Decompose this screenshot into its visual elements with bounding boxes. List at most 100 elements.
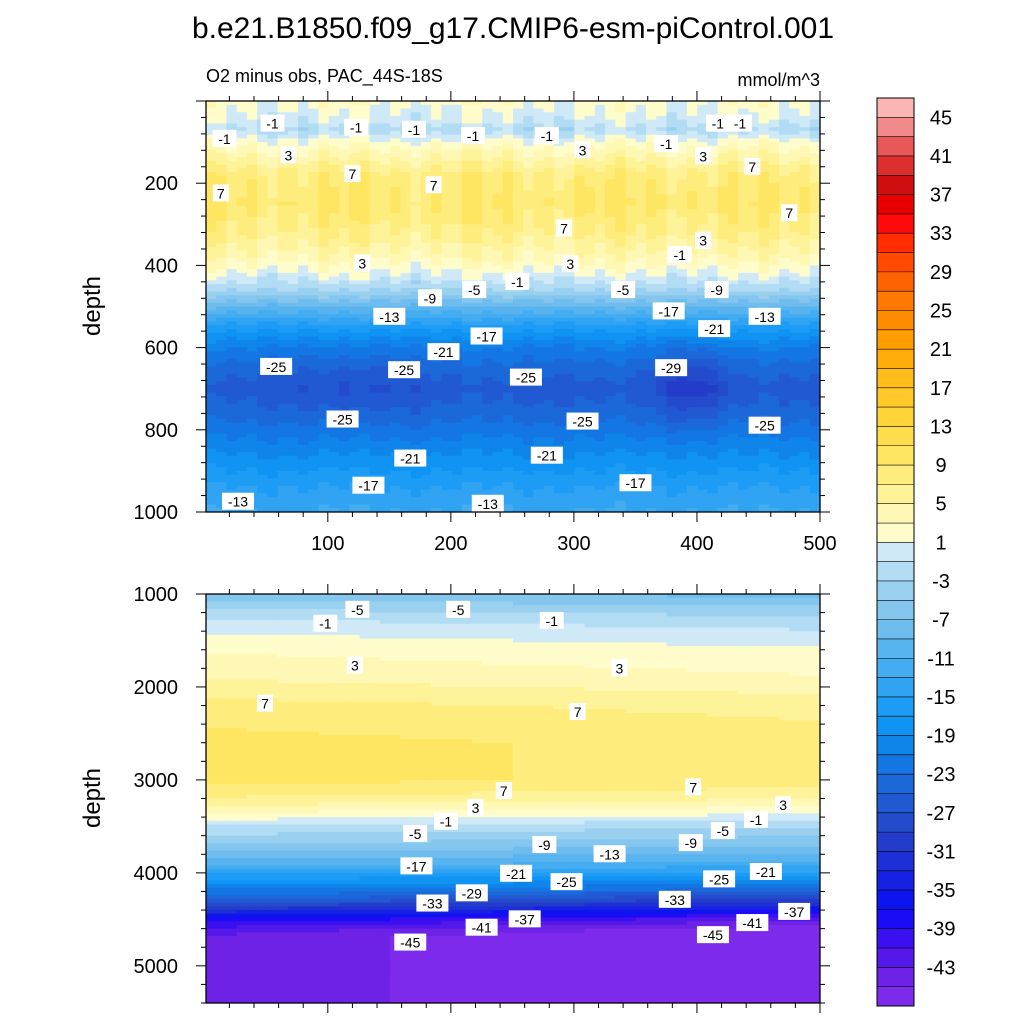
field-cell xyxy=(420,254,432,259)
field-cell xyxy=(257,287,268,293)
field-cell xyxy=(594,168,606,173)
field-cell xyxy=(410,108,422,113)
field-cell xyxy=(267,388,279,394)
field-cell xyxy=(298,168,309,173)
field-cell xyxy=(666,157,678,162)
field-cell xyxy=(431,261,442,266)
field-cell xyxy=(543,414,555,420)
field-cell xyxy=(441,317,453,323)
field-cell xyxy=(318,168,330,173)
field-cell xyxy=(400,437,412,442)
field-cell xyxy=(472,441,483,446)
field-cell xyxy=(461,504,473,509)
field-cell xyxy=(369,157,381,162)
field-cell xyxy=(533,313,545,319)
field-cell xyxy=(605,448,616,453)
field-cell xyxy=(287,396,299,401)
field-cell xyxy=(236,127,248,132)
field-cell xyxy=(216,265,228,270)
field-cell xyxy=(236,370,248,375)
field-cell xyxy=(236,123,248,128)
field-cell xyxy=(492,228,504,233)
field-cell xyxy=(410,272,422,278)
field-cell xyxy=(308,235,320,240)
field-cell xyxy=(206,302,217,308)
field-cell xyxy=(492,246,504,252)
field-cell xyxy=(359,448,371,453)
field-cell xyxy=(246,317,258,323)
field-cell xyxy=(431,411,442,416)
field-cell xyxy=(328,343,340,349)
field-cell xyxy=(390,205,402,210)
field-cell xyxy=(646,115,657,121)
field-cell xyxy=(349,377,361,382)
field-cell xyxy=(574,265,586,270)
field-cell xyxy=(635,127,647,132)
field-cell xyxy=(226,384,238,390)
field-cell xyxy=(472,257,483,263)
field-cell xyxy=(410,153,422,158)
field-cell xyxy=(533,142,545,147)
field-cell xyxy=(257,418,268,423)
field-cell xyxy=(400,220,412,225)
field-cell xyxy=(349,467,361,472)
field-cell xyxy=(349,407,361,412)
field-cell xyxy=(472,153,483,158)
field-cell xyxy=(206,261,217,266)
field-cell xyxy=(553,119,565,125)
field-cell xyxy=(646,157,657,162)
field-cell xyxy=(257,381,268,386)
field-cell xyxy=(410,216,422,222)
field-cell xyxy=(635,112,647,117)
field-cell xyxy=(543,351,555,356)
field-cell xyxy=(236,336,248,341)
field-cell xyxy=(339,142,350,147)
field-cell xyxy=(246,108,258,113)
field-cell xyxy=(216,370,228,375)
field-cell xyxy=(359,186,371,192)
field-cell xyxy=(533,474,545,479)
field-cell xyxy=(318,164,330,169)
field-cell xyxy=(584,220,596,225)
field-cell xyxy=(267,269,279,274)
field-cell xyxy=(226,104,238,110)
field-cell xyxy=(472,160,483,166)
field-cell xyxy=(308,396,320,401)
field-cell xyxy=(564,194,575,199)
field-cell xyxy=(359,168,371,173)
field-cell xyxy=(359,508,371,512)
field-cell xyxy=(298,444,309,450)
field-cell xyxy=(246,160,258,166)
field-cell xyxy=(226,321,238,326)
field-cell xyxy=(287,276,299,281)
field-cell xyxy=(656,201,668,207)
field-cell xyxy=(400,224,412,229)
field-cell xyxy=(553,242,565,248)
field-cell xyxy=(328,310,340,315)
field-cell xyxy=(246,422,258,427)
field-cell xyxy=(646,246,657,252)
field-cell xyxy=(298,142,309,147)
field-cell xyxy=(206,328,217,334)
field-cell xyxy=(594,437,606,442)
field-cell xyxy=(206,127,217,132)
field-cell xyxy=(625,325,637,330)
field-cell xyxy=(318,470,330,476)
field-cell xyxy=(523,171,535,177)
field-cell xyxy=(461,478,473,483)
field-cell xyxy=(369,493,381,498)
field-cell xyxy=(277,493,289,498)
field-cell xyxy=(635,489,647,494)
field-cell xyxy=(390,242,402,248)
field-cell xyxy=(287,168,299,173)
field-cell xyxy=(513,508,524,512)
field-cell xyxy=(543,153,555,158)
field-cell xyxy=(451,257,463,263)
field-cell xyxy=(666,228,678,233)
field-cell xyxy=(594,175,606,181)
field-cell xyxy=(236,269,248,274)
field-cell xyxy=(379,474,391,479)
field-cell xyxy=(287,399,299,405)
field-cell xyxy=(461,179,473,184)
field-cell xyxy=(287,336,299,341)
